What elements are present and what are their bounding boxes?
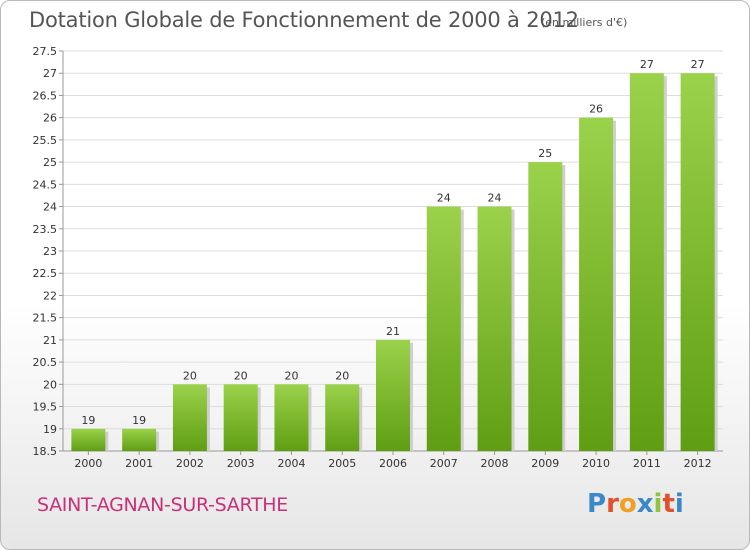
y-tick-label: 27 — [43, 67, 57, 80]
bar — [680, 73, 715, 451]
bar — [325, 384, 360, 451]
y-tick-label: 20.5 — [33, 356, 58, 369]
y-tick-label: 27.5 — [33, 45, 58, 58]
x-tick-label: 2002 — [176, 457, 204, 470]
y-tick-label: 22.5 — [33, 267, 58, 280]
x-tick-label: 2006 — [379, 457, 407, 470]
bar-value-label: 24 — [437, 192, 451, 205]
logo-letter: i — [653, 489, 663, 519]
bar-value-labels: 19 19 20 20 20 20 21 24 24 25 26 27 27 — [81, 58, 704, 427]
logo-letter: r — [606, 489, 619, 519]
x-tick-label: 2000 — [74, 457, 102, 470]
x-tick-label: 2010 — [582, 457, 610, 470]
bar-value-label: 20 — [234, 369, 248, 382]
bar-value-label: 20 — [284, 369, 298, 382]
bar-value-label: 21 — [386, 325, 400, 338]
bar-value-label: 24 — [488, 192, 502, 205]
proxiti-logo: Proxiti — [587, 489, 684, 519]
y-tick-label: 21 — [43, 334, 57, 347]
bar — [426, 206, 461, 451]
x-tick-label: 2005 — [328, 457, 356, 470]
x-tick-label: 2004 — [277, 457, 305, 470]
chart-unit: (en milliers d'€) — [541, 16, 628, 29]
y-tick-label: 22 — [43, 289, 57, 302]
logo-letter: i — [674, 489, 684, 519]
bar — [71, 428, 106, 451]
bar — [172, 384, 207, 451]
x-tick-label: 2001 — [125, 457, 153, 470]
y-tick-label: 25.5 — [33, 134, 58, 147]
bar-value-label: 27 — [691, 58, 705, 71]
y-tick-label: 20 — [43, 378, 57, 391]
bar — [223, 384, 258, 451]
y-tick-label: 18.5 — [33, 445, 58, 458]
x-tick-label: 2012 — [684, 457, 712, 470]
bar — [528, 162, 563, 451]
y-tick-label: 21.5 — [33, 312, 58, 325]
y-tick-label: 26.5 — [33, 89, 58, 102]
bar-value-label: 20 — [183, 369, 197, 382]
y-tick-label: 19.5 — [33, 401, 58, 414]
x-tick-label: 2009 — [531, 457, 559, 470]
bar-value-label: 25 — [538, 147, 552, 160]
bar — [274, 384, 309, 451]
commune-name: SAINT-AGNAN-SUR-SARTHE — [37, 494, 288, 516]
bar-value-label: 20 — [335, 369, 349, 382]
bars — [71, 73, 718, 452]
bar-value-label: 19 — [81, 414, 95, 427]
bar — [376, 339, 410, 451]
x-tick-labels: 2000 2001 2002 2003 2004 2005 2006 2007 2008 2009… — [74, 451, 712, 470]
logo-letter: x — [636, 489, 654, 519]
bar-value-label: 27 — [640, 58, 654, 71]
x-tick-label: 2011 — [633, 457, 661, 470]
x-tick-label: 2007 — [430, 457, 458, 470]
y-tick-label: 24 — [43, 201, 57, 214]
bar — [477, 206, 512, 451]
logo-letter: t — [662, 489, 675, 519]
y-tick-label: 23 — [43, 245, 57, 258]
y-tick-label: 25 — [43, 156, 57, 169]
bar — [629, 73, 664, 451]
bar-value-label: 19 — [132, 414, 146, 427]
bar — [579, 117, 614, 452]
y-tick-label: 23.5 — [33, 223, 58, 236]
y-tick-labels: 18.5 19 19.5 20 20.5 21 21.5 22 22.5 23 23.5 24 24.5… — [33, 45, 58, 458]
logo-letter: P — [587, 489, 607, 519]
x-tick-label: 2003 — [227, 457, 255, 470]
chart-title: Dotation Globale de Fonctionnement de 20… — [29, 8, 579, 32]
logo-letter: o — [618, 489, 637, 519]
bar-value-label: 26 — [589, 103, 603, 116]
y-tick-label: 24.5 — [33, 178, 58, 191]
y-tick-label: 19 — [43, 423, 57, 436]
bar — [122, 428, 157, 451]
y-tick-label: 26 — [43, 112, 57, 125]
x-tick-label: 2008 — [481, 457, 509, 470]
